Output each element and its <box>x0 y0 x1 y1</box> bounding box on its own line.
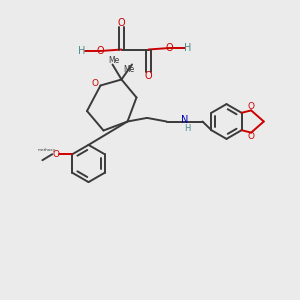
Text: methoxy: methoxy <box>37 148 56 152</box>
Text: N: N <box>181 115 188 125</box>
Text: O: O <box>92 80 99 88</box>
Text: Me: Me <box>123 64 135 74</box>
Text: H: H <box>78 46 85 56</box>
Text: O: O <box>248 132 255 141</box>
Text: O: O <box>117 18 125 28</box>
Text: O: O <box>97 46 104 56</box>
Text: Me: Me <box>108 56 120 65</box>
Text: H: H <box>184 124 190 133</box>
Text: H: H <box>184 43 192 53</box>
Text: O: O <box>52 150 59 159</box>
Text: O: O <box>248 102 255 111</box>
Text: O: O <box>144 70 152 81</box>
Text: O: O <box>166 43 173 53</box>
